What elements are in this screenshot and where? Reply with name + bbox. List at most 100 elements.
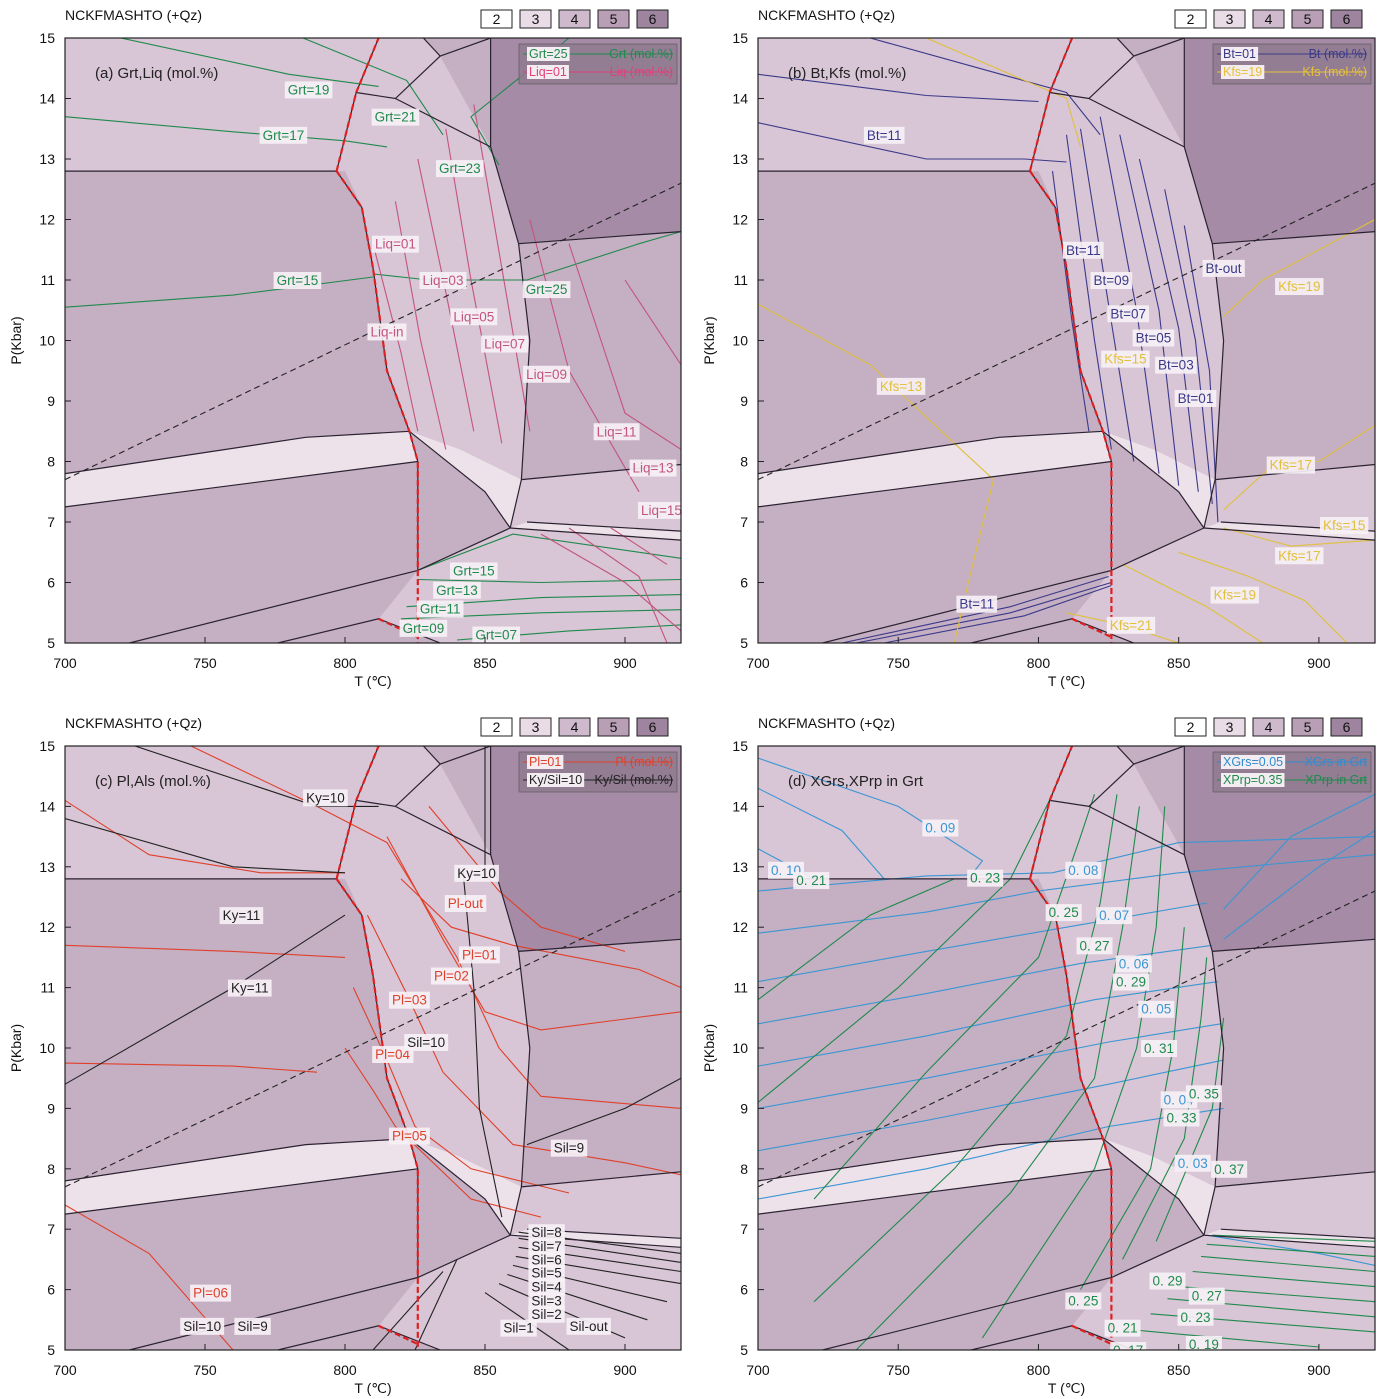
svg-text:0. 07: 0. 07 bbox=[1099, 908, 1129, 923]
variance-key-label: 5 bbox=[1304, 719, 1312, 735]
variance-key-box bbox=[1330, 717, 1363, 737]
svg-text:Kfs=13: Kfs=13 bbox=[880, 379, 922, 394]
isopleth-line bbox=[1201, 1255, 1375, 1273]
x-axis-title: T (℃) bbox=[354, 1380, 391, 1396]
isopleth-line bbox=[1051, 171, 1090, 432]
svg-text:Bt=09: Bt=09 bbox=[1094, 273, 1130, 288]
phase-field bbox=[65, 171, 410, 474]
y-axis-title: P(Kbar) bbox=[701, 316, 717, 364]
svg-text:0. 23: 0. 23 bbox=[970, 871, 1000, 886]
isopleth-line bbox=[1178, 551, 1348, 643]
field-boundary bbox=[509, 951, 531, 1236]
isopleth-line bbox=[352, 987, 570, 1194]
x-tick-label: 750 bbox=[887, 655, 911, 671]
y-tick-label: 15 bbox=[732, 30, 748, 46]
variance-key-box bbox=[480, 717, 513, 737]
x-tick-label: 700 bbox=[53, 1362, 77, 1378]
y-tick-label: 12 bbox=[732, 919, 748, 935]
legend: XGrs=0.05 XGrs in Grt XPrp=0.35 XPrp in Grt bbox=[1212, 751, 1372, 793]
phase-field bbox=[65, 431, 418, 507]
contour-label: 0. 06 bbox=[1115, 955, 1152, 973]
svg-text:Grt=11: Grt=11 bbox=[420, 602, 461, 617]
phase-field bbox=[490, 38, 681, 244]
contour-label: Pl=03 bbox=[388, 991, 430, 1009]
svg-text:Liq=13: Liq=13 bbox=[633, 461, 674, 476]
y-tick-label: 5 bbox=[740, 635, 748, 651]
x-tick-label: 850 bbox=[473, 655, 497, 671]
legend-tag-box bbox=[1221, 47, 1259, 61]
y-tick-label: 6 bbox=[740, 575, 748, 591]
contour-label: Bt=07 bbox=[1107, 305, 1150, 323]
phase-field bbox=[1184, 38, 1375, 244]
contour-label: Sil=3 bbox=[528, 1292, 565, 1310]
contour-label: Ky=11 bbox=[219, 907, 264, 925]
solidus-dashed-line bbox=[1028, 746, 1074, 880]
x-tick-label: 700 bbox=[746, 655, 770, 671]
system-label: NCKFMASHTO (+Qz) bbox=[758, 715, 895, 731]
svg-text:0. 35: 0. 35 bbox=[1189, 1086, 1219, 1101]
svg-text:Sil=8: Sil=8 bbox=[531, 1225, 561, 1240]
svg-text:Grt=15: Grt=15 bbox=[453, 563, 495, 578]
geotherm-dashed-line bbox=[65, 890, 681, 1188]
svg-text:Pl-out: Pl-out bbox=[448, 896, 484, 911]
phase-field bbox=[1117, 38, 1185, 147]
x-tick-label: 850 bbox=[1167, 655, 1191, 671]
variance-key-box bbox=[597, 717, 630, 737]
system-label: NCKFMASHTO (+Qz) bbox=[758, 7, 895, 23]
solidus-dashed-line bbox=[1028, 38, 1074, 172]
isopleth-line bbox=[1223, 830, 1375, 940]
isopleth-line bbox=[65, 1062, 318, 1073]
isopleth-line bbox=[1122, 563, 1264, 643]
phase-field bbox=[1212, 231, 1375, 480]
field-boundary bbox=[526, 521, 681, 532]
contour-label: Kfs=13 bbox=[876, 377, 926, 395]
svg-text:Sil=4: Sil=4 bbox=[531, 1280, 562, 1295]
phase-field bbox=[1212, 939, 1375, 1187]
isopleth-line bbox=[386, 836, 681, 1031]
svg-text:Sil=6: Sil=6 bbox=[531, 1252, 561, 1267]
variance-key-box bbox=[558, 9, 591, 29]
legend-tag-box bbox=[527, 755, 564, 769]
svg-text:0. 23: 0. 23 bbox=[1180, 1310, 1210, 1325]
svg-text:Pl=04: Pl=04 bbox=[375, 1047, 410, 1062]
legend-tag: XPrp=0.35 bbox=[1223, 773, 1282, 787]
panel-a: Grt=19Grt=21Grt=17Grt=23Grt=15Grt=25Grt=… bbox=[8, 7, 682, 689]
phase-field bbox=[1203, 1171, 1375, 1239]
isopleth-line bbox=[65, 1204, 234, 1350]
y-tick-label: 11 bbox=[733, 272, 748, 288]
svg-text:Grt=19: Grt=19 bbox=[288, 82, 330, 97]
isopleth-line bbox=[344, 1047, 542, 1218]
isopleth-line bbox=[758, 122, 1067, 163]
x-tick-label: 700 bbox=[746, 1362, 770, 1378]
solidus-dashed-line bbox=[1071, 617, 1112, 638]
variance-key-box bbox=[1330, 9, 1363, 29]
phase-field bbox=[65, 38, 379, 172]
svg-text:0. 17: 0. 17 bbox=[1113, 1343, 1143, 1358]
solidus-dashed-line bbox=[335, 746, 380, 880]
contour-label: Pl=01 bbox=[458, 946, 500, 964]
field-boundary bbox=[1049, 38, 1135, 100]
isopleth-line bbox=[1119, 134, 1180, 486]
svg-text:Bt=07: Bt=07 bbox=[1110, 306, 1146, 321]
isopleth-line bbox=[1206, 1243, 1375, 1257]
isopleth-line bbox=[1223, 527, 1375, 547]
y-tick-label: 14 bbox=[39, 798, 55, 814]
svg-text:0. 05: 0. 05 bbox=[1141, 1002, 1171, 1017]
svg-text:0. 29: 0. 29 bbox=[1152, 1274, 1182, 1289]
variance-key-label: 4 bbox=[571, 719, 579, 735]
variance-key-box bbox=[636, 717, 669, 737]
contour-label: Sil=4 bbox=[528, 1278, 566, 1296]
y-tick-label: 6 bbox=[740, 1282, 748, 1298]
y-tick-label: 5 bbox=[47, 635, 55, 651]
contour-label: 0. 07 bbox=[1096, 907, 1133, 925]
legend-tag: XGrs=0.05 bbox=[1223, 755, 1283, 769]
isopleth-line bbox=[445, 128, 503, 444]
phase-field bbox=[1049, 746, 1134, 807]
svg-text:Liq=11: Liq=11 bbox=[597, 424, 637, 439]
y-tick-label: 7 bbox=[740, 1221, 748, 1237]
x-axis-title: T (℃) bbox=[354, 673, 391, 689]
svg-text:Pl=01: Pl=01 bbox=[462, 947, 497, 962]
svg-text:0. 27: 0. 27 bbox=[1080, 938, 1110, 953]
y-tick-label: 14 bbox=[39, 91, 55, 107]
contour-label: Liq=09 bbox=[523, 365, 571, 383]
